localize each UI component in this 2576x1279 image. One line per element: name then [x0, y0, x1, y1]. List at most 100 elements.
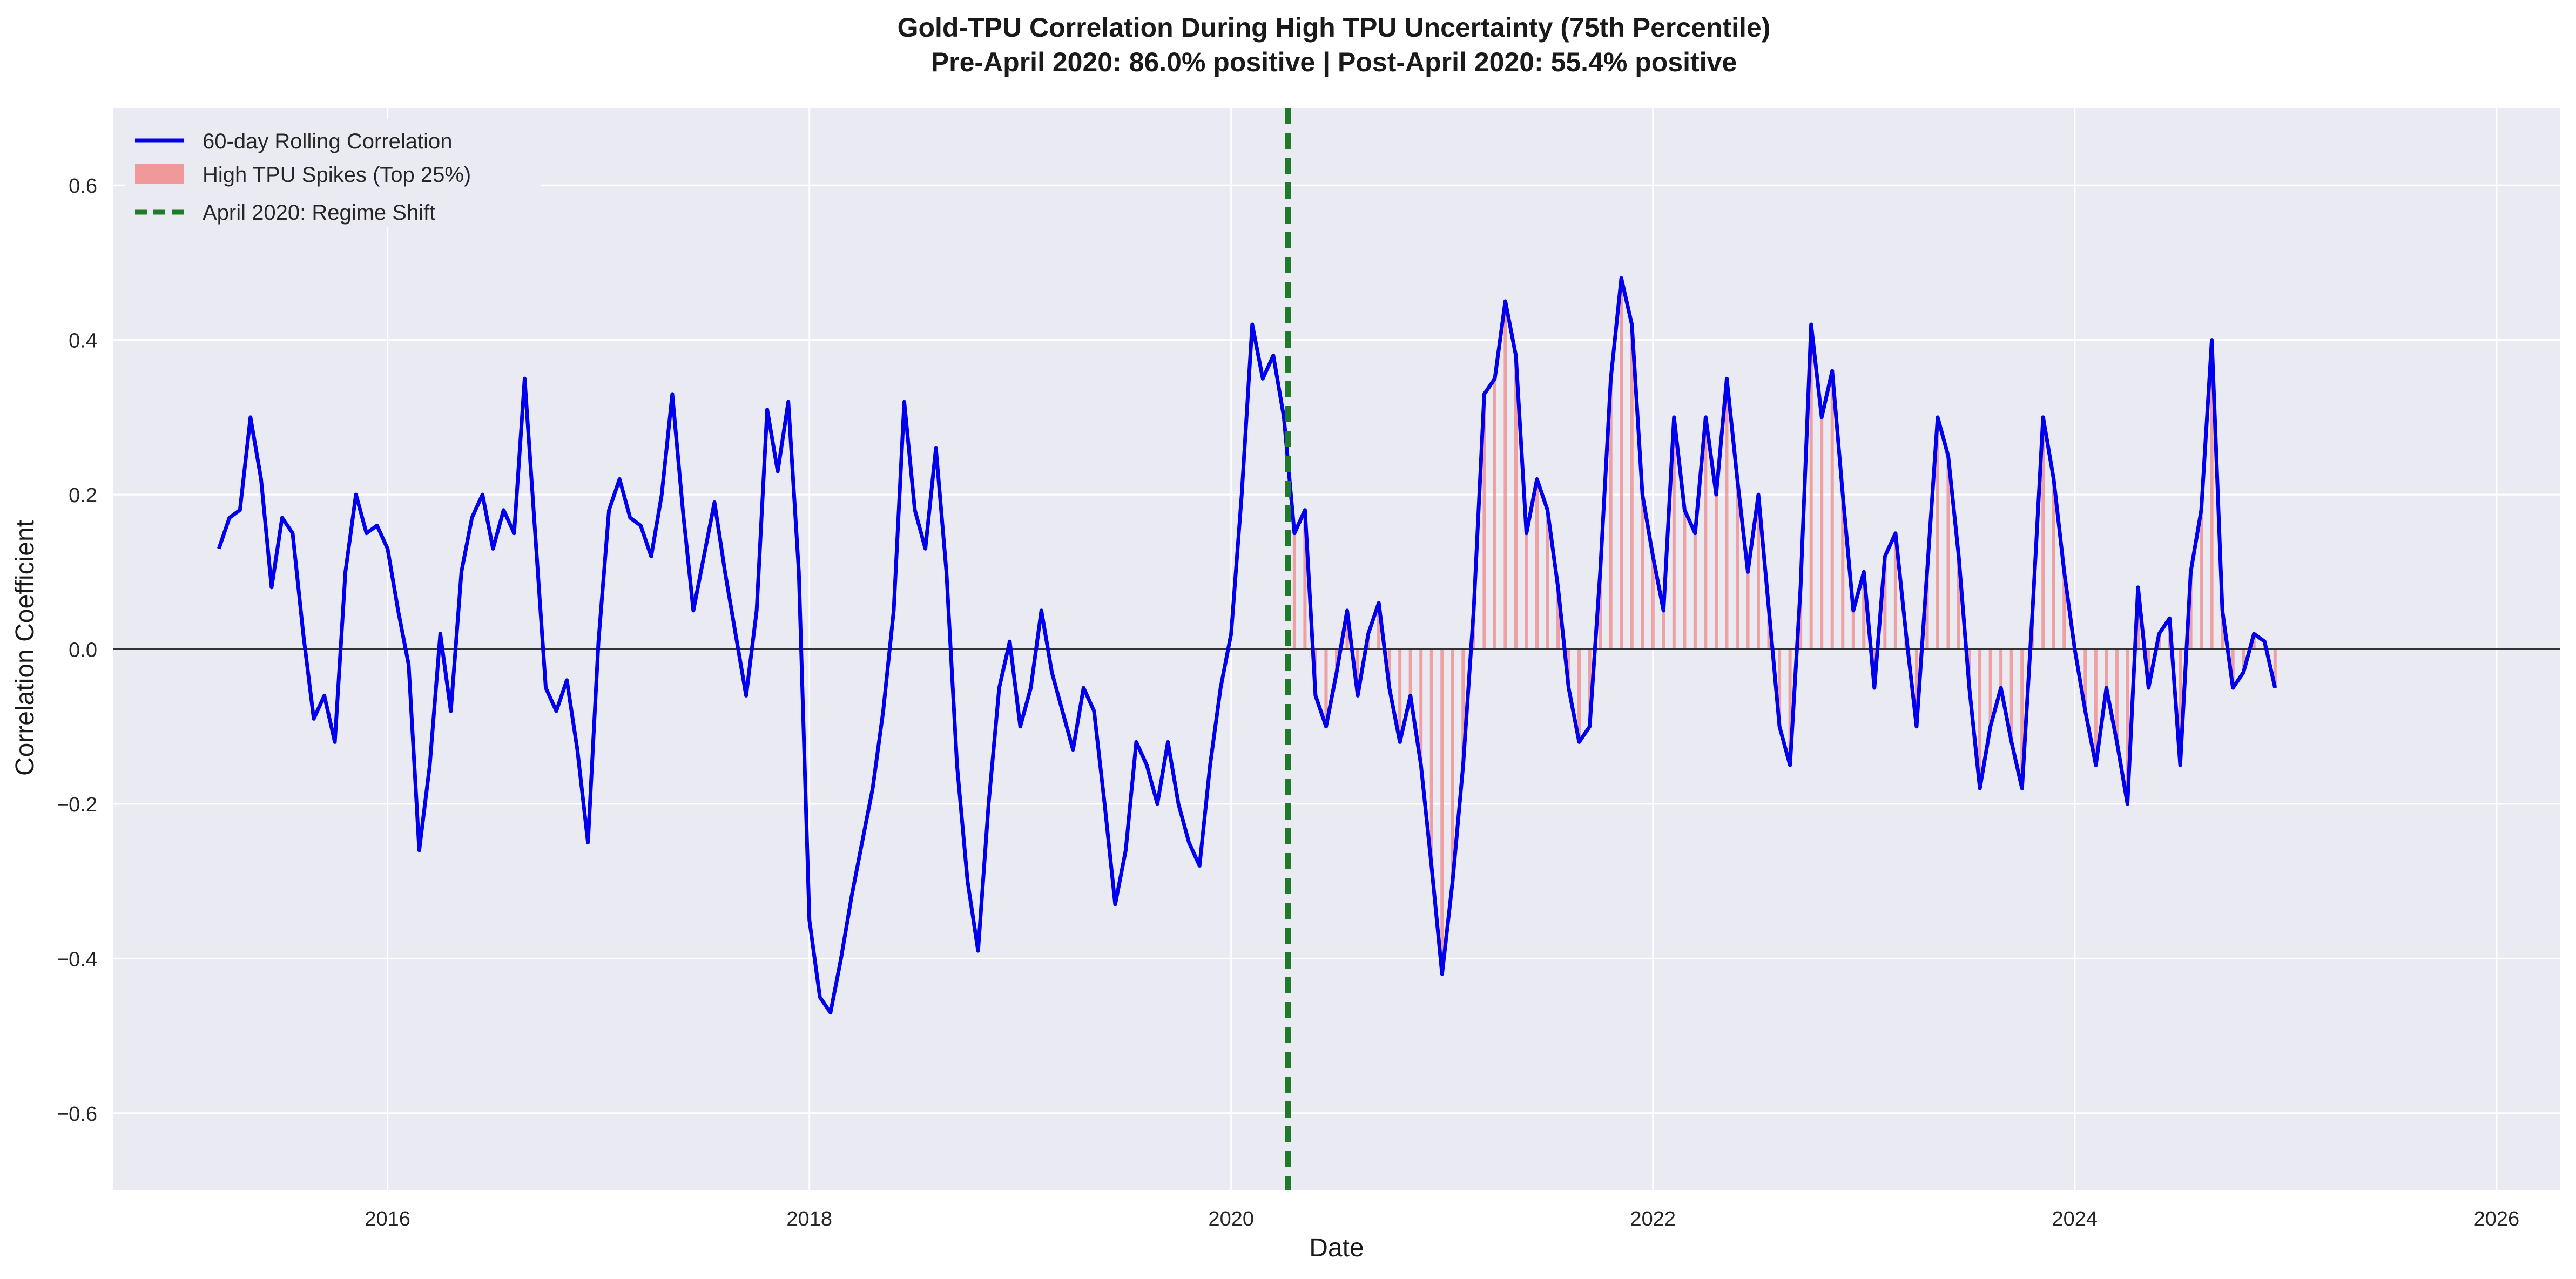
spike-bar [1893, 533, 1897, 649]
spike-bar [1599, 572, 1602, 649]
spike-bar [1377, 603, 1381, 649]
legend-label-regime: April 2020: Regime Shift [203, 201, 435, 225]
legend-box [125, 119, 541, 227]
chart-subtitle: Pre-April 2020: 86.0% positive | Post-Ap… [931, 47, 1737, 78]
spike-bar [1429, 649, 1433, 866]
spike-bar [2094, 649, 2098, 766]
high-tpu-spikes [1292, 278, 2277, 974]
spike-bar [1577, 649, 1581, 742]
spike-bar [1556, 587, 1560, 649]
y-tick-label: 0.6 [69, 175, 97, 198]
spike-bar [1525, 533, 1528, 649]
spike-bar [1651, 556, 1655, 649]
spike-bar [1820, 417, 1824, 649]
spike-bar [1714, 495, 1718, 649]
spike-bar [1841, 495, 1845, 649]
spike-bar [1746, 572, 1750, 649]
spike-bar [1567, 649, 1570, 688]
spike-bar [1345, 610, 1349, 649]
spike-bar [1988, 649, 1992, 727]
spike-bar [2041, 417, 2045, 649]
spike-bar [2147, 649, 2150, 688]
spike-bar [1809, 324, 1813, 649]
spike-bar [1704, 417, 1708, 649]
spike-bar [2189, 572, 2193, 649]
spike-bar [1672, 417, 1676, 649]
spike-bar [1851, 610, 1855, 649]
spike-bar [2105, 649, 2108, 688]
spike-bar [1999, 649, 2003, 688]
spike-bar [2115, 649, 2119, 742]
spike-bar [1398, 649, 1402, 742]
spike-bar [1778, 649, 1782, 727]
x-tick-label: 2026 [2474, 1208, 2520, 1230]
x-tick-labels: 2016 2018 2020 2022 2024 2026 [365, 1208, 2519, 1230]
spike-bar [1514, 355, 1518, 649]
spike-bar [1356, 649, 1360, 696]
spike-bar [1461, 649, 1465, 766]
spike-bar [1957, 556, 1961, 649]
spike-bar [1324, 649, 1328, 727]
spike-bar [1946, 456, 1950, 649]
spike-bar [1609, 378, 1613, 649]
legend-patch-swatch [135, 164, 184, 184]
y-tick-label: 0.0 [69, 639, 97, 662]
spike-bar [2221, 610, 2224, 649]
spike-bar [1451, 649, 1454, 882]
legend-label-correlation: 60-day Rolling Correlation [203, 130, 452, 153]
x-tick-label: 2022 [1630, 1208, 1676, 1230]
spike-bar [2242, 649, 2245, 673]
x-tick-label: 2016 [365, 1208, 410, 1230]
spike-bar [1620, 278, 1623, 649]
spike-bar [2231, 649, 2235, 688]
spike-bar [2126, 649, 2129, 804]
spike-bar [2062, 572, 2066, 649]
spike-bar [2052, 479, 2055, 649]
chart-title-group: Gold-TPU Correlation During High TPU Unc… [898, 12, 1771, 78]
spike-bar [1862, 572, 1866, 649]
spike-bar [1725, 378, 1729, 649]
spike-bar [1936, 417, 1939, 649]
spike-bar [1482, 394, 1486, 649]
y-tick-label: −0.2 [57, 794, 97, 816]
spike-bar [2273, 649, 2277, 688]
spike-bar [1757, 495, 1761, 649]
y-tick-label: 0.4 [69, 330, 97, 353]
chart-title: Gold-TPU Correlation During High TPU Unc… [898, 12, 1771, 43]
x-axis-label: Date [1309, 1234, 1364, 1262]
spike-bar [2210, 340, 2214, 649]
spike-bar [1788, 649, 1792, 766]
spike-bar [1419, 649, 1423, 766]
legend: 60-day Rolling Correlation High TPU Spik… [125, 119, 541, 227]
spike-bar [1735, 479, 1739, 649]
spike-bar [2252, 633, 2256, 649]
spike-bar [1440, 649, 1444, 974]
x-tick-label: 2024 [2052, 1208, 2098, 1230]
series-line-correlation [217, 276, 2277, 1015]
spike-bar [1546, 510, 1549, 649]
spike-bar [2020, 649, 2024, 789]
y-tick-label: −0.6 [57, 1103, 97, 1126]
y-tick-label: −0.4 [57, 948, 97, 971]
x-tick-label: 2018 [786, 1208, 832, 1230]
spike-bar [1535, 479, 1539, 649]
spike-bar [1630, 324, 1634, 649]
spike-bar [1493, 378, 1496, 649]
spike-bar [2200, 510, 2203, 649]
x-tick-label: 2020 [1208, 1208, 1254, 1230]
y-tick-labels: −0.6 −0.4 −0.2 0.0 0.2 0.4 0.6 [57, 175, 97, 1126]
spike-bar [2009, 649, 2013, 742]
rolling-correlation-series [217, 276, 2277, 1015]
spike-bar [1292, 533, 1296, 649]
spike-bar [1641, 495, 1644, 649]
spike-bar [1335, 649, 1338, 673]
spike-bar [1683, 510, 1687, 649]
y-tick-label: 0.2 [69, 484, 97, 507]
spike-bar [1925, 572, 1929, 649]
spike-bar [2083, 649, 2087, 712]
spike-bar [1914, 649, 1918, 727]
spike-bar [1503, 301, 1507, 649]
legend-label-spikes: High TPU Spikes (Top 25%) [203, 163, 471, 187]
spike-bar [1693, 533, 1697, 649]
